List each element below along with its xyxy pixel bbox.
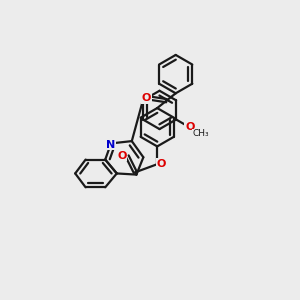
Text: O: O (117, 151, 127, 161)
Text: O: O (157, 159, 166, 169)
Text: N: N (106, 140, 116, 150)
Text: CH₃: CH₃ (193, 129, 209, 138)
Text: O: O (185, 122, 194, 132)
Text: O: O (142, 93, 151, 103)
